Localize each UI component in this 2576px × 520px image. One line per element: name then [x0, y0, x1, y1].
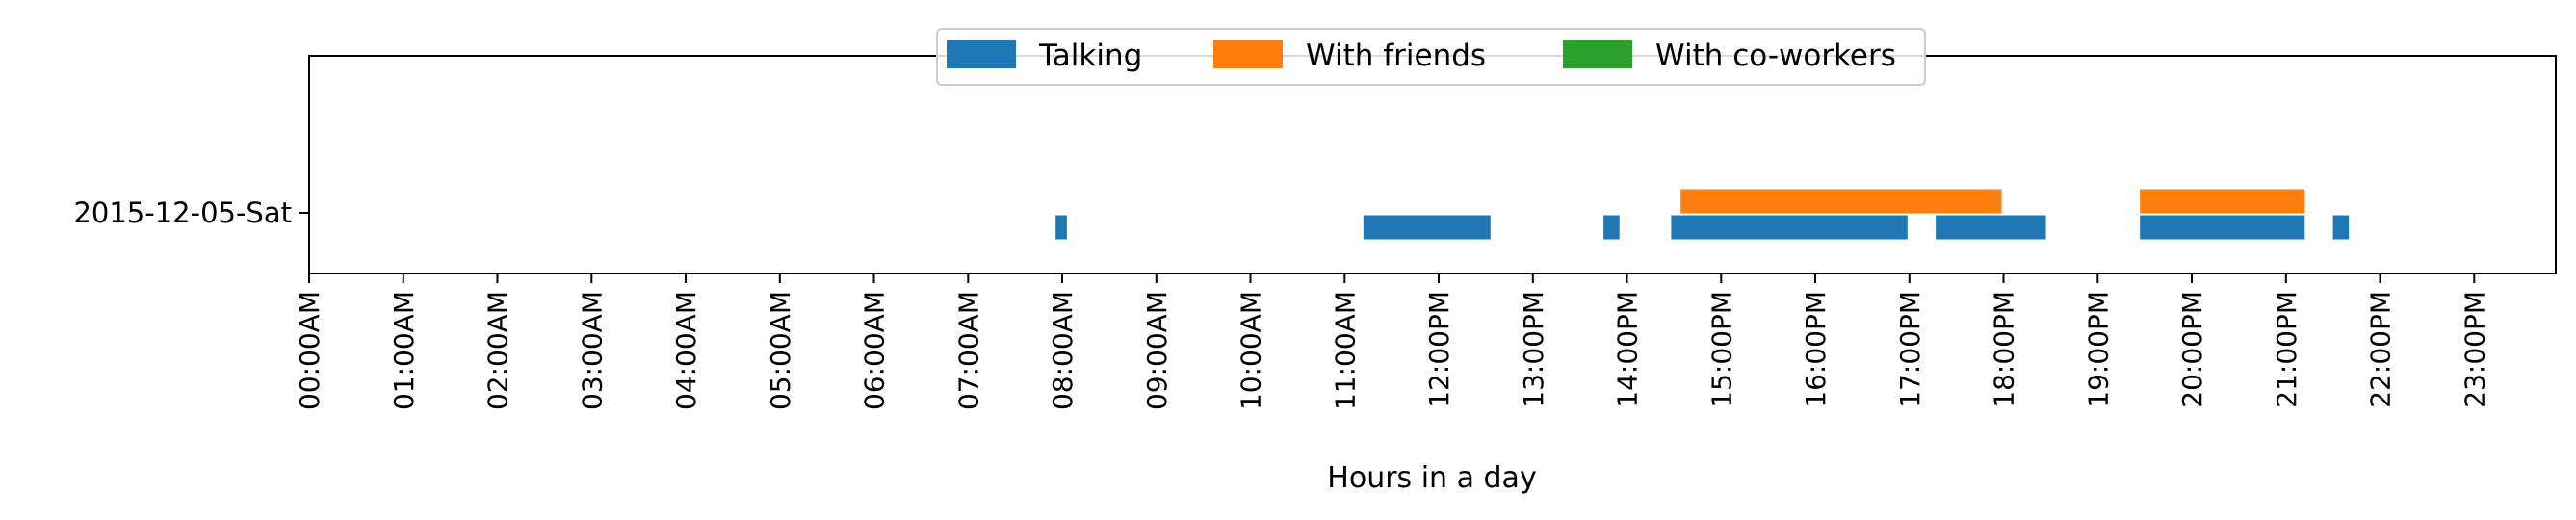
x-tick-label-8: 08:00AM [1047, 291, 1079, 410]
x-tick-label-23: 23:00PM [2459, 291, 2490, 408]
y-ticks: 2015-12-05-Sat [73, 196, 309, 229]
x-tick-label-20: 20:00PM [2176, 291, 2208, 408]
legend-box [936, 28, 1926, 86]
legend: Talking With friends With co-workers [936, 28, 1926, 86]
x-tick-label-2: 02:00AM [482, 291, 514, 410]
x-tick-label-10: 10:00AM [1236, 291, 1267, 410]
x-tick-label-6: 06:00AM [859, 291, 891, 410]
bar-talking-6 [2332, 215, 2350, 240]
x-tick-label-15: 15:00PM [1705, 291, 1737, 408]
x-axis-label: Hours in a day [1327, 461, 1536, 495]
legend-label-talking: Talking [1038, 39, 1142, 73]
bar-talking-3 [1671, 215, 1908, 240]
bar-talking-1 [1363, 215, 1491, 240]
bar-talking-2 [1603, 215, 1620, 240]
bars-layer [1055, 189, 2350, 240]
x-tick-label-1: 01:00AM [388, 291, 420, 410]
x-tick-label-16: 16:00PM [1800, 291, 1832, 408]
x-tick-label-14: 14:00PM [1612, 291, 1644, 408]
legend-label-with-friends: With friends [1306, 39, 1486, 73]
x-tick-label-21: 21:00PM [2271, 291, 2303, 408]
x-tick-label-17: 17:00PM [1894, 291, 1926, 408]
x-tick-label-4: 04:00AM [670, 291, 702, 410]
x-tick-label-13: 13:00PM [1518, 291, 1549, 408]
x-tick-label-11: 11:00AM [1329, 291, 1361, 410]
x-tick-label-18: 18:00PM [1989, 291, 2020, 408]
bar-with-friends-0 [1680, 189, 2002, 214]
x-tick-label-9: 09:00AM [1141, 291, 1173, 410]
x-tick-label-12: 12:00PM [1423, 291, 1455, 408]
legend-swatch-with-friends [1213, 40, 1283, 68]
bar-talking-4 [1936, 215, 2046, 240]
legend-swatch-with-co-workers [1563, 40, 1632, 68]
x-tick-label-22: 22:00PM [2365, 291, 2397, 408]
x-tick-label-7: 07:00AM [952, 291, 984, 410]
bar-with-friends-1 [2140, 189, 2305, 214]
x-tick-label-0: 00:00AM [294, 291, 325, 410]
plot-area [309, 56, 2556, 273]
row-label-0: 2015-12-05-Sat [73, 196, 292, 229]
x-tick-label-3: 03:00AM [576, 291, 608, 410]
x-tick-label-19: 19:00PM [2082, 291, 2114, 408]
legend-label-with-co-workers: With co-workers [1655, 39, 1896, 73]
bar-talking-5 [2140, 215, 2305, 240]
x-ticks: 00:00AM 01:00AM 02:00AM 03:00AM 04:00AM 05:00… [294, 273, 2490, 410]
legend-swatch-talking [947, 40, 1016, 68]
bar-talking-0 [1055, 215, 1067, 240]
x-tick-label-5: 05:00AM [765, 291, 796, 410]
